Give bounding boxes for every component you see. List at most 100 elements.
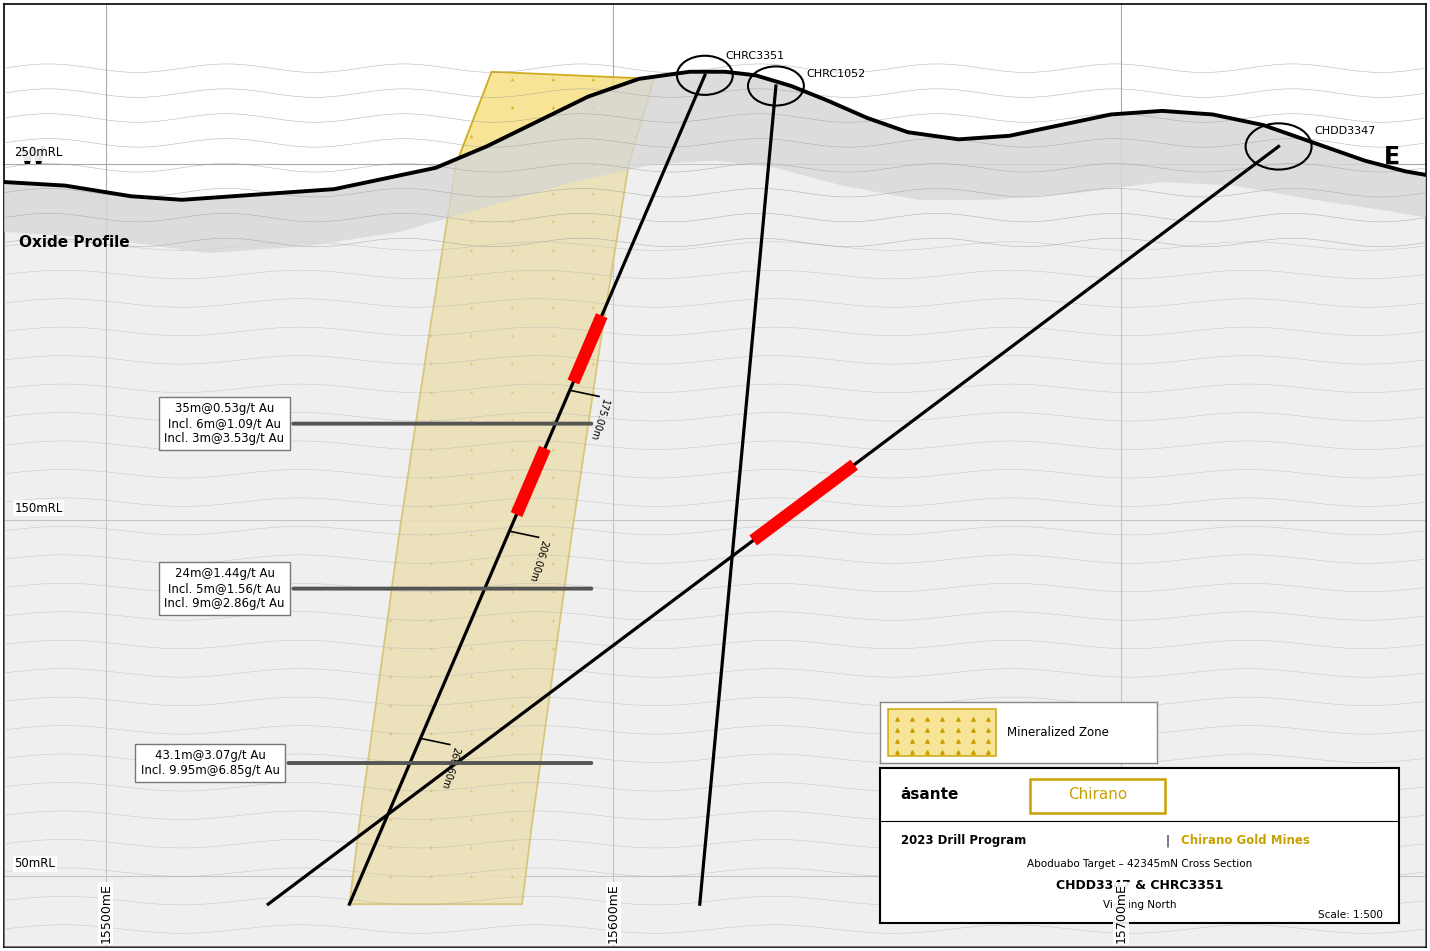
- Point: [419, 413, 442, 428]
- Point: [419, 441, 442, 456]
- Text: CHRC3351: CHRC3351: [725, 51, 784, 61]
- Point: [460, 299, 483, 314]
- Point: [582, 356, 605, 371]
- Point: [379, 754, 402, 769]
- Point: [541, 100, 563, 115]
- Point: [419, 754, 442, 769]
- Point: [419, 697, 442, 712]
- Point: [379, 640, 402, 655]
- Point: [622, 71, 645, 87]
- Point: [460, 185, 483, 201]
- Point: [419, 669, 442, 684]
- Point: [500, 754, 523, 769]
- Point: [500, 640, 523, 655]
- Point: [582, 327, 605, 342]
- Text: 35m@0.53g/t Au
Incl. 6m@1.09/t Au
Incl. 3m@3.53g/t Au: 35m@0.53g/t Au Incl. 6m@1.09/t Au Incl. …: [164, 402, 592, 445]
- Point: [500, 470, 523, 485]
- Point: [460, 157, 483, 172]
- Text: 24m@1.44g/t Au
Incl. 5m@1.56/t Au
Incl. 9m@2.86g/t Au: 24m@1.44g/t Au Incl. 5m@1.56/t Au Incl. …: [164, 567, 592, 611]
- Point: [460, 498, 483, 514]
- Point: [500, 441, 523, 456]
- Point: [460, 697, 483, 712]
- Point: [419, 640, 442, 655]
- Point: [379, 868, 402, 883]
- Point: [500, 270, 523, 285]
- Point: [582, 128, 605, 144]
- Point: [541, 128, 563, 144]
- Point: [622, 100, 645, 115]
- Point: [379, 811, 402, 826]
- Point: [500, 527, 523, 542]
- Point: [460, 413, 483, 428]
- Point: [500, 242, 523, 257]
- Text: E: E: [1384, 146, 1400, 169]
- Point: [582, 100, 605, 115]
- Point: [460, 270, 483, 285]
- Point: [541, 384, 563, 399]
- Point: [500, 214, 523, 229]
- Point: [419, 470, 442, 485]
- Point: [460, 441, 483, 456]
- Point: [460, 384, 483, 399]
- Point: [582, 71, 605, 87]
- Text: CHRC1052: CHRC1052: [807, 68, 865, 79]
- Point: [582, 299, 605, 314]
- Point: [419, 868, 442, 883]
- Point: [500, 669, 523, 684]
- Point: [582, 270, 605, 285]
- Point: [500, 611, 523, 627]
- Point: [500, 157, 523, 172]
- Point: [541, 270, 563, 285]
- Point: [379, 611, 402, 627]
- Point: [541, 527, 563, 542]
- Text: 15700mE: 15700mE: [1115, 883, 1128, 943]
- Point: [541, 71, 563, 87]
- Point: [460, 669, 483, 684]
- Text: 50mRL: 50mRL: [14, 858, 56, 870]
- Point: [419, 783, 442, 798]
- Point: [460, 584, 483, 599]
- Point: [460, 214, 483, 229]
- Point: [460, 783, 483, 798]
- Point: [419, 611, 442, 627]
- Point: [500, 299, 523, 314]
- Point: [460, 840, 483, 855]
- Point: [541, 299, 563, 314]
- Point: [460, 726, 483, 741]
- Point: [500, 726, 523, 741]
- Polygon shape: [349, 71, 654, 904]
- Point: [460, 327, 483, 342]
- Point: [500, 840, 523, 855]
- Text: 15500mE: 15500mE: [99, 883, 112, 943]
- Point: [500, 185, 523, 201]
- Point: [500, 584, 523, 599]
- Point: [460, 470, 483, 485]
- Point: [541, 640, 563, 655]
- Point: [582, 157, 605, 172]
- Point: [622, 128, 645, 144]
- Text: CHDD3347: CHDD3347: [1314, 126, 1376, 136]
- Point: [460, 128, 483, 144]
- Point: [460, 754, 483, 769]
- Point: [541, 413, 563, 428]
- Point: [582, 242, 605, 257]
- Point: [379, 697, 402, 712]
- Point: [460, 640, 483, 655]
- Point: [460, 868, 483, 883]
- Point: [541, 611, 563, 627]
- Point: [419, 584, 442, 599]
- Point: [582, 384, 605, 399]
- Point: [541, 185, 563, 201]
- Point: [500, 811, 523, 826]
- Point: [419, 384, 442, 399]
- Point: [379, 726, 402, 741]
- Text: 150mRL: 150mRL: [14, 501, 63, 514]
- Point: [379, 840, 402, 855]
- Point: [541, 498, 563, 514]
- Point: [460, 242, 483, 257]
- Point: [500, 327, 523, 342]
- Text: Oxide Profile: Oxide Profile: [20, 235, 130, 250]
- Point: [379, 669, 402, 684]
- Point: [500, 783, 523, 798]
- Point: [541, 157, 563, 172]
